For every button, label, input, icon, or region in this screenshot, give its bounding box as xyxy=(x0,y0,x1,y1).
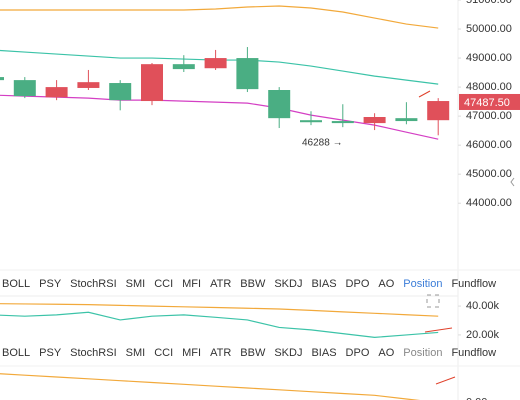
indicator-tab[interactable]: MFI xyxy=(182,347,202,359)
indicator-tab[interactable]: AO xyxy=(378,278,395,290)
indicator-tabs: BOLL PSY StochRSI SMI CCI MFI ATR BBW SKDJ BIAS DP… xyxy=(2,347,496,359)
candle-body xyxy=(363,117,386,124)
candle-body xyxy=(172,64,195,70)
candle-body xyxy=(141,64,163,102)
indicator-tab[interactable]: SMI xyxy=(125,278,146,290)
y-tick-label: 50000.00 xyxy=(466,23,512,35)
indicator-tab[interactable]: DPO xyxy=(345,347,370,359)
y-tick-label: 48000.00 xyxy=(466,81,512,93)
indicator-tab[interactable]: BIAS xyxy=(311,347,337,359)
candle-body xyxy=(13,80,36,97)
indicator-tab[interactable]: SKDJ xyxy=(274,278,303,290)
indicator-tab[interactable]: AO xyxy=(378,347,395,359)
candle-body xyxy=(268,90,291,119)
min-annotation: 46288 → xyxy=(302,137,343,148)
indicator-tab[interactable]: BBW xyxy=(240,347,266,359)
y-tick-label: 47000.00 xyxy=(466,110,512,122)
indicator-line xyxy=(0,5,439,29)
last-price-label: 47487.50 xyxy=(464,97,510,109)
indicator-tab[interactable]: Fundflow xyxy=(451,347,497,359)
y-tick-label: 20.00k xyxy=(466,329,500,341)
indicator-tab[interactable]: PSY xyxy=(39,278,62,290)
y-tick-label: 44000.00 xyxy=(466,197,512,209)
candle-body xyxy=(300,120,322,123)
candle-body xyxy=(236,58,259,90)
indicator-tab[interactable]: PSY xyxy=(39,347,62,359)
candle-body xyxy=(45,87,68,98)
candle-body xyxy=(395,118,418,122)
indicator-tab[interactable]: SMI xyxy=(125,347,146,359)
indicator-tab[interactable]: StochRSI xyxy=(70,347,117,359)
candle-body xyxy=(109,83,132,101)
plot-area: 46288 → xyxy=(0,5,450,400)
y-tick-label: 0.00 xyxy=(466,397,487,400)
candle-body xyxy=(331,121,354,124)
indicator-tab[interactable]: Position xyxy=(403,278,443,290)
indicator-line xyxy=(0,311,439,338)
indicator-tab[interactable]: ATR xyxy=(210,278,232,290)
indicator-tab[interactable]: ATR xyxy=(210,347,232,359)
y-tick-label: 46000.00 xyxy=(466,139,512,151)
indicator-tab[interactable]: CCI xyxy=(154,278,174,290)
arrow xyxy=(418,90,456,385)
y-tick-label: 45000.00 xyxy=(466,168,512,180)
y-tick-label: 51000.00 xyxy=(466,0,512,6)
last-price-box xyxy=(459,93,520,110)
indicator-tab[interactable]: Position xyxy=(403,347,443,359)
indicator-tab[interactable]: Fundflow xyxy=(451,278,497,290)
indicator-tabs: BOLL PSY StochRSI SMI CCI MFI ATR BBW SKDJ BIAS DP… xyxy=(2,278,496,290)
candle-body xyxy=(204,58,227,69)
indicator-tab[interactable]: BBW xyxy=(240,278,266,290)
candle-body xyxy=(77,82,100,88)
indicator-tab[interactable]: BIAS xyxy=(311,278,337,290)
candle-body xyxy=(427,101,450,121)
indicator-tab[interactable]: DPO xyxy=(345,278,370,290)
candle-body xyxy=(0,77,4,81)
indicator-line xyxy=(0,303,439,317)
indicator-tab[interactable]: BOLL xyxy=(2,278,31,290)
collapse-handle[interactable] xyxy=(510,177,515,187)
indicator-tab[interactable]: StochRSI xyxy=(70,278,117,290)
y-tick-label: 49000.00 xyxy=(466,52,512,64)
expand-icon[interactable] xyxy=(426,294,440,308)
indicator-line xyxy=(0,373,421,400)
indicator-tab[interactable]: BOLL xyxy=(2,347,31,359)
y-tick-label: 40.00k xyxy=(466,300,500,312)
indicator-tab[interactable]: CCI xyxy=(154,347,174,359)
indicator-tab[interactable]: SKDJ xyxy=(274,347,303,359)
indicator-tab[interactable]: MFI xyxy=(182,278,202,290)
indicator-line xyxy=(0,94,439,140)
